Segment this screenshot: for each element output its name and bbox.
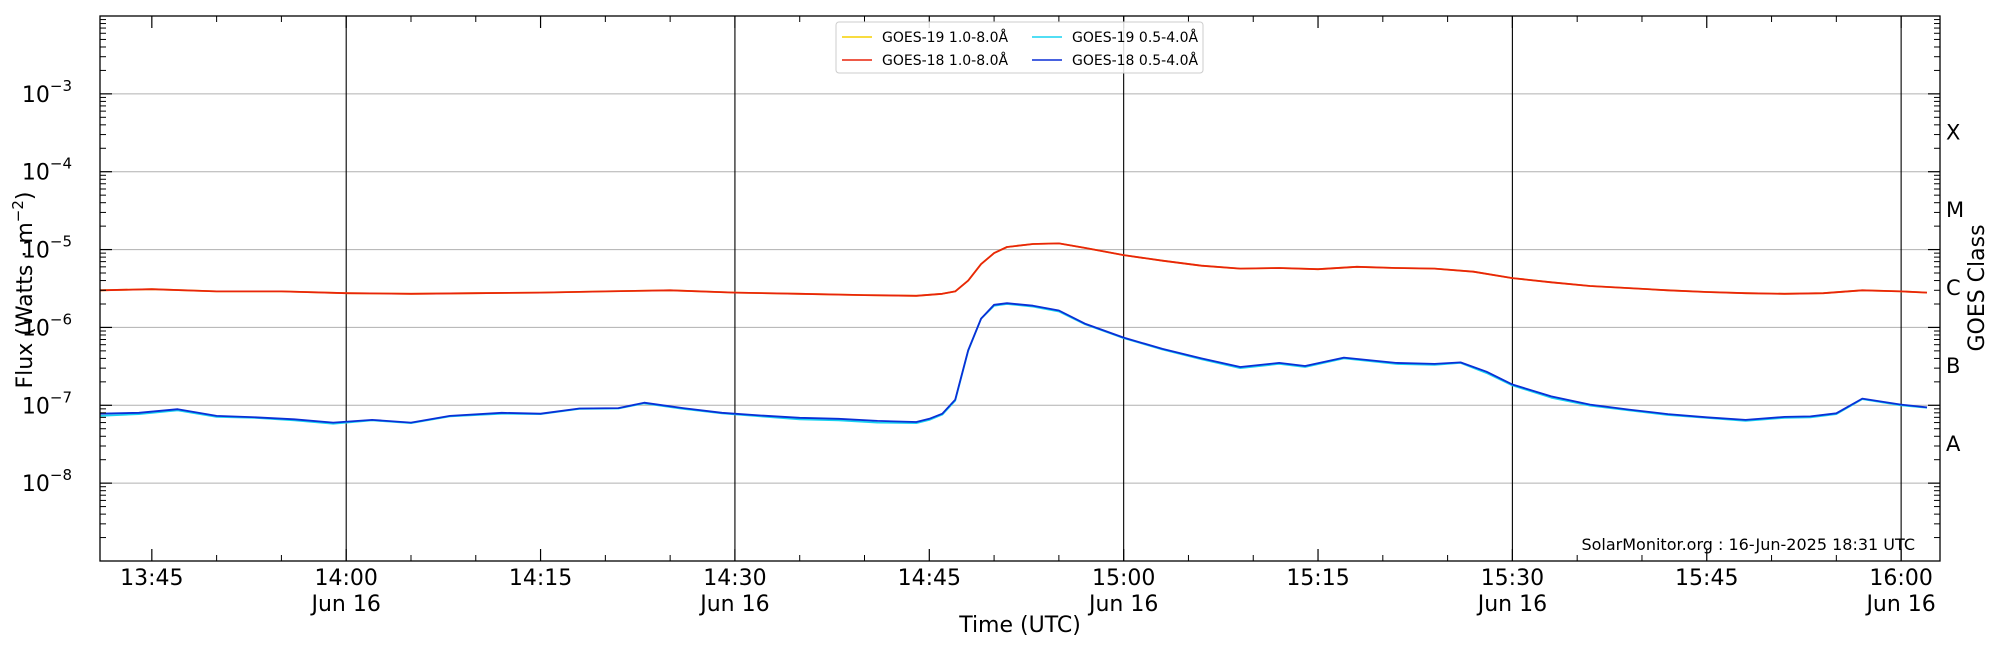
goes-class-b: B bbox=[1946, 354, 1960, 378]
goes-class-a: A bbox=[1946, 432, 1961, 456]
y-tick-label: 10−7 bbox=[22, 388, 72, 419]
goes-class-labels: X M C B A bbox=[1946, 120, 1964, 455]
y-tick-label: 10−8 bbox=[22, 466, 72, 497]
y2-axis-label: GOES Class bbox=[1965, 224, 1990, 351]
x-tick-label: 14:45 bbox=[898, 566, 961, 591]
axis-ticks bbox=[100, 16, 1940, 561]
legend-label-3: GOES-18 0.5-4.0Å bbox=[1072, 52, 1198, 69]
goes-class-x: X bbox=[1946, 120, 1960, 144]
y-tick-label: 10−6 bbox=[22, 310, 72, 341]
y-axis-label: Flux (Watts · m−2) bbox=[9, 192, 38, 389]
source-credit: SolarMonitor.org : 16-Jun-2025 18:31 UTC bbox=[1581, 535, 1915, 554]
x-tick-label: 16:00 bbox=[1869, 566, 1932, 591]
x-tick-date-label: Jun 16 bbox=[698, 592, 769, 617]
series-line-1 bbox=[99, 242, 1928, 297]
x-tick-label: 15:30 bbox=[1481, 566, 1544, 591]
x-tick-label: 14:00 bbox=[314, 566, 377, 591]
x-tick-date-label: Jun 16 bbox=[1864, 592, 1935, 617]
x-tick-label: 13:45 bbox=[120, 566, 183, 591]
x-axis-label: Time (UTC) bbox=[958, 613, 1081, 638]
x-tick-label: 15:45 bbox=[1675, 566, 1738, 591]
y-tick-label: 10−5 bbox=[22, 233, 72, 264]
vertical-day-lines bbox=[345, 16, 1902, 561]
x-tick-date-label: Jun 16 bbox=[310, 592, 381, 617]
x-tick-label: 14:30 bbox=[703, 566, 766, 591]
grid-lines bbox=[100, 93, 1940, 484]
x-tick-label: 14:15 bbox=[509, 566, 572, 591]
legend-label-0: GOES-19 1.0-8.0Å bbox=[882, 29, 1008, 46]
x-tick-label: 15:15 bbox=[1286, 566, 1349, 591]
plot-frame bbox=[99, 15, 1941, 562]
legend-box bbox=[835, 21, 1204, 74]
y-tick-labels: 10−3 10−4 10−5 10−6 10−7 10−8 bbox=[22, 77, 72, 497]
legend: GOES-19 1.0-8.0Å GOES-19 0.5-4.0Å GOES-18 … bbox=[835, 21, 1204, 74]
y-tick-label: 10−3 bbox=[22, 77, 72, 108]
series-lines bbox=[99, 242, 1928, 425]
x-tick-date-label: Jun 16 bbox=[1476, 592, 1547, 617]
goes-class-m: M bbox=[1946, 198, 1964, 222]
legend-label-1: GOES-18 1.0-8.0Å bbox=[882, 52, 1008, 69]
goes-class-c: C bbox=[1946, 276, 1961, 300]
series-line-3 bbox=[99, 302, 1928, 424]
legend-label-2: GOES-19 0.5-4.0Å bbox=[1072, 29, 1198, 46]
x-tick-label: 15:00 bbox=[1092, 566, 1155, 591]
y-tick-label: 10−4 bbox=[22, 155, 72, 186]
x-tick-date-label: Jun 16 bbox=[1087, 592, 1158, 617]
